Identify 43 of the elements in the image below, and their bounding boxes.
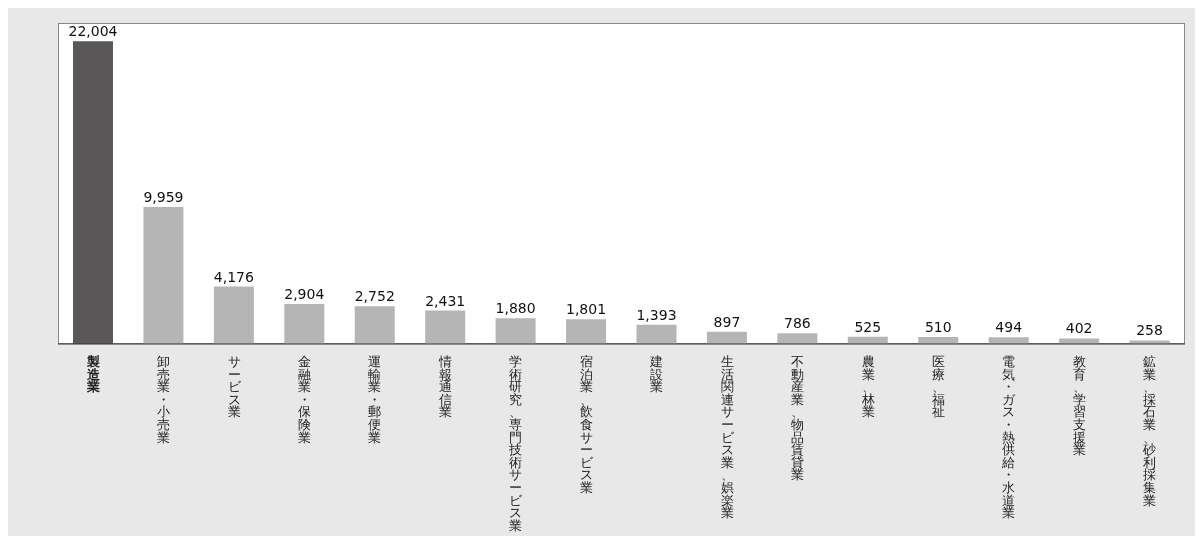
bar (495, 318, 536, 344)
x-tick-label: 製造業 (85, 354, 100, 395)
data-label: 1,880 (495, 300, 536, 317)
x-tick-label: サービス業 (227, 354, 242, 420)
data-label: 258 (1136, 322, 1163, 339)
bar (143, 206, 184, 344)
x-tick-label: 運輸業・郵便業 (368, 354, 382, 445)
x-tick-label: 医療、福祉 (931, 354, 945, 420)
x-tick-label: 金融業・保険業 (298, 354, 312, 445)
data-label: 786 (784, 315, 811, 332)
data-label: 2,431 (425, 292, 466, 309)
category-label: 学術研究、専門技術サービス業 (509, 354, 523, 533)
bar (566, 319, 607, 344)
data-label: 1,801 (566, 301, 607, 318)
category-label: 不動産業、物品賃貸業 (791, 354, 805, 483)
bar (73, 41, 113, 344)
bar (213, 286, 254, 344)
data-label: 22,004 (68, 23, 118, 40)
data-label: 897 (713, 313, 741, 330)
x-tick-label: 教育、学習支援業 (1072, 354, 1086, 458)
bar (1059, 338, 1100, 344)
data-label: 2,904 (284, 286, 325, 303)
bar (425, 310, 466, 344)
bar (777, 333, 818, 344)
data-label: 510 (924, 318, 952, 335)
bar (284, 304, 325, 344)
data-label: 494 (995, 319, 1023, 336)
data-label: 402 (1065, 320, 1093, 337)
bar (354, 306, 395, 344)
data-label: 4,176 (213, 268, 254, 285)
x-tick-label: 情報通信業 (437, 354, 452, 420)
data-label: 525 (854, 318, 882, 335)
data-label: 9,959 (143, 188, 184, 205)
x-tick-label: 建設業 (649, 354, 664, 395)
data-label: 1,393 (636, 306, 677, 323)
x-tick-label: 卸売業・小売業 (157, 354, 171, 445)
data-label: 2,752 (354, 288, 395, 305)
category-label: 鉱業、採石業、砂利採集業 (1143, 354, 1157, 508)
category-label: 生活関連サービス業、娯楽業 (720, 354, 734, 521)
x-tick-label: 農業、林業 (860, 354, 875, 420)
bar (636, 324, 677, 344)
category-label: 宿泊業、飲食サービス業 (579, 354, 593, 495)
category-label: 電気・ガス・熱供給・水道業 (1002, 354, 1016, 521)
